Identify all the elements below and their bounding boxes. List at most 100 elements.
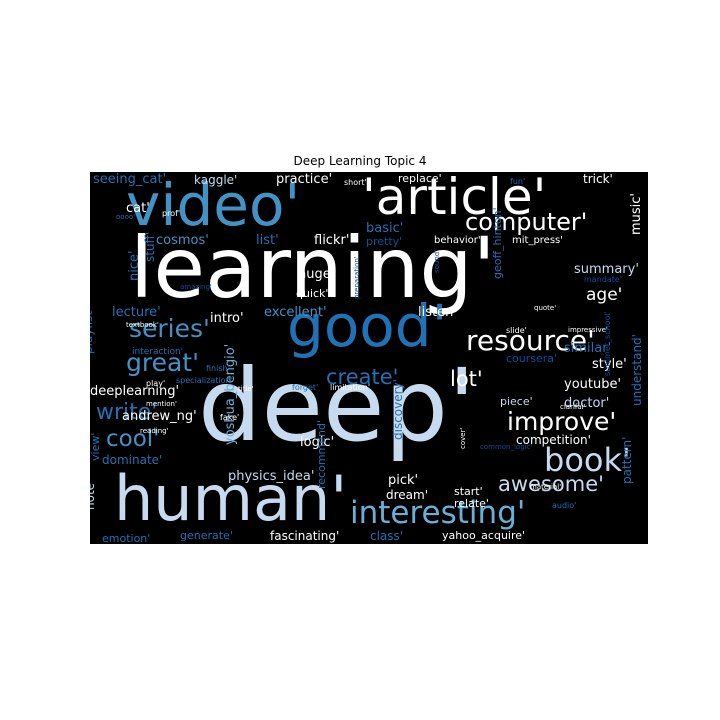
cloud-word: create' <box>326 365 399 389</box>
cloud-word: pick' <box>388 473 419 488</box>
cloud-word: interaction' <box>132 347 184 357</box>
cloud-word: emotion' <box>102 532 151 544</box>
cloud-word: generate' <box>180 529 233 542</box>
cloud-word: improve' <box>507 407 617 436</box>
cloud-word: view' <box>90 432 102 461</box>
word-cloud: deep' learning' human' video' 'article' … <box>90 172 648 544</box>
cloud-word: impressive' <box>568 326 608 334</box>
cloud-word: mention' <box>146 400 177 408</box>
cloud-word: pretty' <box>366 235 403 248</box>
cloud-word: pattern' <box>620 436 634 484</box>
cloud-word: age' <box>586 285 623 305</box>
cloud-word: oooo' <box>116 213 136 221</box>
cloud-word: good' <box>287 292 448 360</box>
cloud-word: summer_school' <box>603 311 612 376</box>
cloud-word: kaggle' <box>194 173 238 187</box>
cloud-word: cool' <box>106 426 160 452</box>
cloud-word: title' <box>238 385 254 393</box>
cloud-word: mandate' <box>584 275 623 284</box>
cloud-word: dream' <box>386 488 429 502</box>
cloud-word: list' <box>256 233 279 248</box>
cloud-word: stuff' <box>143 231 157 262</box>
cloud-word: computer' <box>465 208 588 236</box>
cloud-word: lecture' <box>112 305 161 320</box>
cloud-word: seeing_cat' <box>93 172 167 187</box>
cloud-word: yoshua_bengio' <box>223 343 238 445</box>
cloud-word: excellent' <box>264 305 327 320</box>
cloud-word: listen' <box>418 305 457 320</box>
cloud-word: playlist' <box>90 307 95 354</box>
cloud-word: huge' <box>298 267 335 282</box>
cloud-word: replace' <box>398 172 442 185</box>
cloud-word: piece' <box>500 395 533 408</box>
cloud-word: nice' <box>127 250 142 281</box>
cloud-word: quote' <box>534 304 557 312</box>
cloud-word: logic' <box>300 435 335 450</box>
cloud-word: finish' <box>206 364 230 373</box>
cloud-word: specialization' <box>176 376 233 385</box>
cloud-word: write' <box>96 400 158 425</box>
cloud-word: 'article' <box>362 172 547 226</box>
cloud-word: summary' <box>574 262 639 277</box>
cloud-word: cat' <box>126 201 150 216</box>
cloud-word: fun' <box>510 177 526 186</box>
cloud-word: dominate' <box>102 453 163 467</box>
cloud-word: practice' <box>276 172 333 187</box>
cloud-word: yahoo_acquire' <box>442 529 526 542</box>
cloud-word: geoff_hinton' <box>491 207 504 279</box>
cloud-word: series' <box>129 314 210 343</box>
cloud-word: learning' <box>130 219 496 317</box>
cloud-word: fascinating' <box>270 529 340 543</box>
cloud-word: amazing' <box>180 283 212 291</box>
cloud-word: quick' <box>296 287 329 300</box>
cloud-word: reading' <box>140 427 169 435</box>
cloud-word: mit_press' <box>512 235 564 246</box>
cloud-word: play' <box>146 379 166 388</box>
figure-title: Deep Learning Topic 4 <box>293 154 427 168</box>
cloud-word: doctor' <box>564 396 610 411</box>
cloud-word: clarifai' <box>560 403 586 411</box>
cloud-word: competition' <box>516 433 591 447</box>
cloud-word: awesome' <box>498 472 604 496</box>
cloud-word: book' <box>544 441 631 479</box>
cloud-word: limitation' <box>330 383 371 392</box>
cloud-word: video' <box>126 172 301 239</box>
cloud-word: interesting' <box>350 495 526 531</box>
cloud-word: textbook' <box>126 321 159 329</box>
cloud-word: andrew_ng' <box>122 409 197 424</box>
cloud-word: class' <box>370 529 404 543</box>
cloud-word: fake' <box>220 413 240 422</box>
cloud-word: music' <box>629 192 644 235</box>
cloud-word: deep' <box>198 347 476 464</box>
cloud-word: note' <box>90 479 97 510</box>
cloud-word: discovery' <box>391 379 405 440</box>
cloud-word: youtube' <box>564 377 622 392</box>
cloud-word: understand' <box>630 334 644 406</box>
cloud-word: physics_idea' <box>228 469 315 484</box>
cloud-word: basic' <box>366 221 404 236</box>
cloud-word: short' <box>344 178 367 187</box>
cloud-word: forget' <box>292 383 319 392</box>
cloud-word: resource' <box>466 324 595 357</box>
cloud-word: similar' <box>564 341 612 356</box>
cloud-word: flickr' <box>314 233 350 248</box>
cloud-word: great' <box>126 348 199 377</box>
cloud-word: coursera' <box>506 352 558 365</box>
cloud-word: common_logic' <box>480 443 533 451</box>
cloud-word: material' <box>530 483 562 491</box>
cloud-word: style' <box>592 357 627 372</box>
cloud-word: slide' <box>506 326 527 335</box>
cloud-word: cover' <box>459 427 467 449</box>
cloud-word: recommend' <box>315 419 328 489</box>
cloud-word: deeplearning' <box>90 384 180 399</box>
cloud-word: prof' <box>162 209 181 218</box>
cloud-word: audio' <box>552 501 577 510</box>
cloud-word: cosmos' <box>156 233 209 248</box>
cloud-word: lot' <box>450 367 483 391</box>
cloud-word: behavior' <box>434 235 481 246</box>
cloud-word: relate' <box>454 497 489 510</box>
cloud-word: trick' <box>583 172 613 186</box>
cloud-word: preparation' <box>353 256 361 299</box>
cloud-word: human' <box>114 462 348 535</box>
cloud-word: intro' <box>210 311 244 326</box>
